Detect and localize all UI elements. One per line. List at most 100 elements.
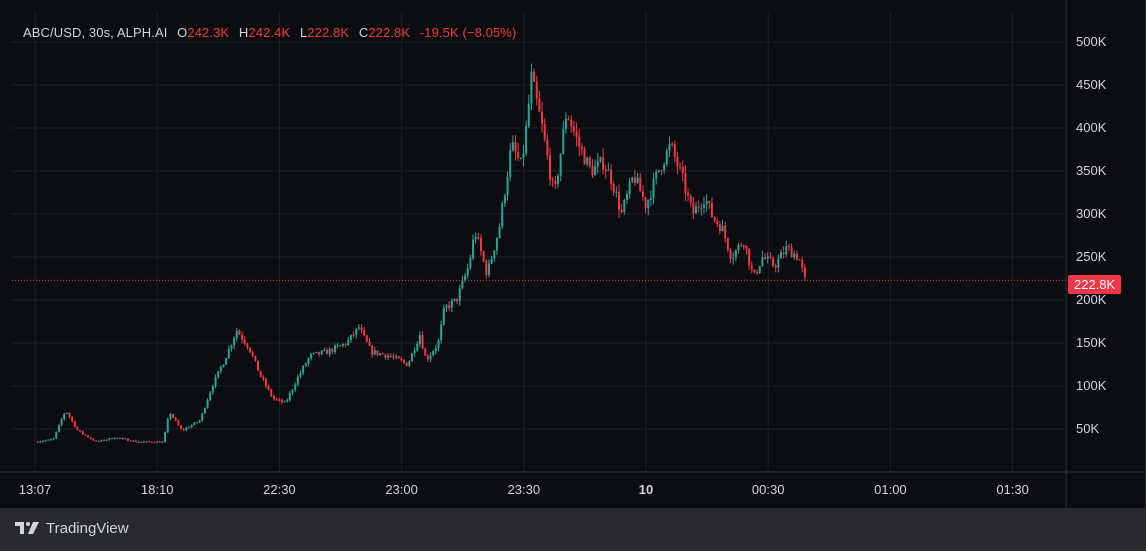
tradingview-brand-label: TradingView — [46, 519, 129, 537]
candle-body — [134, 440, 137, 442]
candle-body — [118, 437, 121, 439]
candle-body — [283, 401, 286, 403]
open-label: O — [177, 25, 188, 40]
candle-body — [60, 419, 63, 426]
candle-body — [572, 126, 575, 132]
candle-body — [272, 395, 275, 400]
candle-body — [665, 150, 668, 165]
candle-body — [291, 389, 294, 394]
candle-body — [482, 251, 485, 262]
footer-brand[interactable]: TradingView — [14, 519, 129, 537]
candle-body — [434, 347, 437, 352]
candle-body — [169, 414, 172, 419]
candle-body — [533, 71, 536, 82]
candle-body — [647, 199, 650, 209]
candle-body — [570, 119, 573, 127]
candle-body — [384, 354, 387, 358]
candle-body — [639, 177, 642, 192]
candle-body — [336, 345, 339, 347]
candle-body — [472, 239, 475, 259]
candle-body — [47, 439, 50, 441]
candle-body — [724, 225, 727, 239]
candle-body — [702, 204, 705, 208]
candle-body — [756, 271, 759, 273]
candle-body — [275, 399, 278, 401]
candle-body — [758, 266, 761, 273]
candle-body — [541, 111, 544, 125]
candle-body — [206, 400, 209, 409]
candle-body — [203, 408, 206, 414]
candle-body — [509, 150, 512, 177]
candle-body — [697, 206, 700, 208]
candle-body — [599, 157, 602, 162]
candle-body — [360, 327, 363, 331]
candle-body — [556, 175, 559, 184]
candle-body — [461, 280, 464, 289]
candle-body — [63, 413, 66, 420]
candle-body — [304, 363, 307, 366]
candle-body — [219, 367, 222, 372]
candle-body — [105, 439, 108, 441]
candle-body — [631, 177, 634, 182]
candle-body — [158, 441, 161, 443]
candle-body — [591, 165, 594, 176]
candle-body — [782, 252, 785, 255]
candle-body — [562, 129, 565, 154]
candle-body — [793, 253, 796, 258]
candle-body — [211, 386, 214, 393]
candle-body — [660, 170, 663, 172]
candle-body — [110, 438, 113, 440]
candle-body — [785, 246, 788, 255]
candle-body — [442, 307, 445, 325]
low-value: 222.8K — [307, 25, 350, 40]
candle-body — [315, 351, 318, 353]
candle-body — [681, 167, 684, 173]
candle-body — [477, 236, 480, 239]
candle-body — [177, 420, 180, 426]
candle-body — [511, 142, 514, 151]
chart-frame[interactable]: ABC/USD, 30s, ALPH.AI O242.3K H242.4K L2… — [0, 0, 1146, 508]
candle-body — [142, 441, 145, 443]
candle-body — [503, 195, 506, 204]
time-tick-label: 00:30 — [751, 482, 785, 497]
candle-body — [567, 118, 570, 120]
candle-body — [474, 236, 477, 240]
candle-body — [344, 343, 347, 346]
candle-body — [302, 365, 305, 373]
candle-body — [779, 252, 782, 259]
candle-body — [251, 352, 254, 356]
candle-body — [487, 263, 490, 276]
candle-body — [267, 386, 270, 390]
price-chart[interactable] — [0, 0, 1146, 508]
candle-body — [466, 268, 469, 276]
candle-body — [652, 178, 655, 199]
candle-body — [39, 441, 42, 443]
candle-body — [801, 259, 804, 268]
candle-body — [193, 422, 196, 426]
candle-body — [495, 237, 498, 251]
time-tick-label: 01:00 — [874, 482, 907, 497]
candle-body — [633, 177, 636, 183]
candle-body — [270, 389, 273, 396]
candle-body — [100, 439, 103, 442]
candle-body — [280, 399, 283, 403]
candle-body — [689, 195, 692, 203]
candle-body — [628, 181, 631, 195]
candle-body — [673, 144, 676, 157]
candle-body — [278, 399, 281, 401]
candle-body — [718, 223, 721, 232]
candle-body — [761, 257, 764, 267]
candle-body — [256, 360, 259, 371]
candle-body — [575, 131, 578, 137]
candle-body — [217, 371, 220, 378]
candle-body — [97, 441, 100, 443]
candle-body — [41, 441, 44, 443]
candle-body — [554, 180, 557, 184]
candle-body — [214, 377, 217, 387]
candle-body — [737, 244, 740, 251]
candle-body — [363, 330, 366, 336]
candle-body — [65, 412, 68, 414]
candle-body — [230, 345, 233, 349]
candle-body — [803, 267, 806, 277]
candle-body — [57, 425, 60, 432]
